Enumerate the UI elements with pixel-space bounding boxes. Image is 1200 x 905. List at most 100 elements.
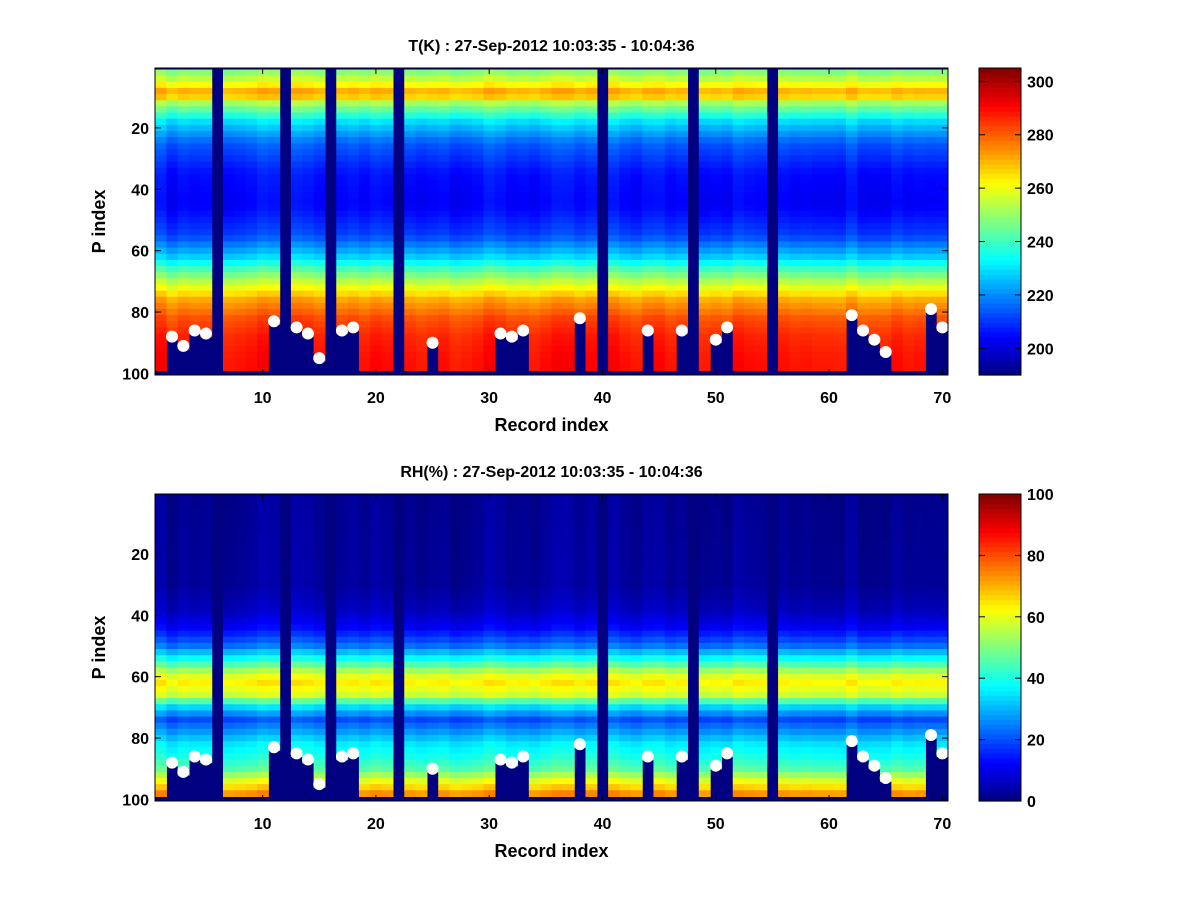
heatmap-cell <box>529 643 541 650</box>
heatmap-cell <box>812 82 824 89</box>
heatmap-cell <box>189 272 201 279</box>
heatmap-cell <box>223 272 235 279</box>
heatmap-cell <box>552 327 564 334</box>
heatmap-cell <box>563 278 575 285</box>
heatmap-cell <box>336 235 348 242</box>
heatmap-cell <box>416 704 428 711</box>
heatmap-cell <box>348 606 360 613</box>
heatmap-cell <box>608 137 620 144</box>
heatmap-cell <box>404 70 416 77</box>
heatmap-cell <box>416 211 428 218</box>
heatmap-cell <box>563 229 575 236</box>
heatmap-cell <box>778 143 790 150</box>
heatmap-cell <box>461 272 473 279</box>
heatmap-cell <box>234 606 246 613</box>
surface-marker <box>574 312 586 324</box>
heatmap-cell <box>608 94 620 101</box>
heatmap-cell <box>529 772 541 779</box>
heatmap-cell <box>291 496 303 503</box>
heatmap-cell <box>382 125 394 132</box>
heatmap-cell <box>925 235 937 242</box>
heatmap-cell <box>506 76 518 83</box>
heatmap-cell <box>733 156 745 163</box>
colorbar-segment <box>979 279 1021 284</box>
heatmap-cell <box>189 229 201 236</box>
heatmap-cell <box>744 162 756 169</box>
surface-marker <box>427 337 439 349</box>
heatmap-cell <box>404 321 416 328</box>
colorbar-segment <box>979 102 1021 107</box>
heatmap-cell <box>178 113 190 120</box>
heatmap-cell <box>903 70 915 77</box>
heatmap-cell <box>291 686 303 693</box>
heatmap-cell <box>540 106 552 113</box>
heatmap-cell <box>246 162 258 169</box>
heatmap-cell <box>246 526 258 533</box>
heatmap-cell <box>450 612 462 619</box>
heatmap-cell <box>857 278 869 285</box>
heatmap-cell <box>484 545 496 552</box>
heatmap-cell <box>744 309 756 316</box>
heatmap-cell <box>540 526 552 533</box>
heatmap-cell <box>166 168 178 175</box>
heatmap-cell <box>619 563 631 570</box>
heatmap-cell <box>427 260 439 267</box>
heatmap-cell <box>461 82 473 89</box>
heatmap-cell <box>529 297 541 304</box>
heatmap-cell <box>234 637 246 644</box>
heatmap-cell <box>314 612 326 619</box>
heatmap-cell <box>574 100 586 107</box>
heatmap-cell <box>733 180 745 187</box>
heatmap-cell <box>721 248 733 255</box>
heatmap-cell <box>574 217 586 224</box>
heatmap-cell <box>166 698 178 705</box>
heatmap-cell <box>608 735 620 742</box>
heatmap-cell <box>382 667 394 674</box>
heatmap-cell <box>268 70 280 77</box>
heatmap-cell <box>246 778 258 785</box>
heatmap-cell <box>438 162 450 169</box>
heatmap-cell <box>518 575 530 582</box>
heatmap-cell <box>585 82 597 89</box>
heatmap-cell <box>891 174 903 181</box>
heatmap-cell <box>200 539 212 546</box>
heatmap-cell <box>631 82 643 89</box>
heatmap-cell <box>529 168 541 175</box>
heatmap-cell <box>484 514 496 521</box>
heatmap-cell <box>552 588 564 595</box>
heatmap-cell <box>257 526 269 533</box>
heatmap-cell <box>359 588 371 595</box>
heatmap-cell <box>438 520 450 527</box>
heatmap-cell <box>291 710 303 717</box>
heatmap-cell <box>835 180 847 187</box>
heatmap-cell <box>234 631 246 638</box>
heatmap-cell <box>257 760 269 767</box>
heatmap-cell <box>155 260 167 267</box>
heatmap-cell <box>370 704 382 711</box>
heatmap-cell <box>563 94 575 101</box>
heatmap-cell <box>382 692 394 699</box>
heatmap-cell <box>518 211 530 218</box>
heatmap-cell <box>665 198 677 205</box>
heatmap-cell <box>495 94 507 101</box>
heatmap-cell <box>268 606 280 613</box>
heatmap-cell <box>234 278 246 285</box>
heatmap-cell <box>540 315 552 322</box>
heatmap-cell <box>676 180 688 187</box>
heatmap-cell <box>382 508 394 515</box>
heatmap-cell <box>484 119 496 126</box>
heatmap-cell <box>608 588 620 595</box>
heatmap-cell <box>631 364 643 371</box>
heatmap-cell <box>574 692 586 699</box>
heatmap-cell <box>755 205 767 212</box>
heatmap-cell <box>801 358 813 365</box>
heatmap-cell <box>789 254 801 261</box>
heatmap-cell <box>155 514 167 521</box>
heatmap-cell <box>223 346 235 353</box>
heatmap-cell <box>744 211 756 218</box>
heatmap-cell <box>846 303 858 310</box>
heatmap-cell <box>291 70 303 77</box>
heatmap-cell <box>619 637 631 644</box>
heatmap-cell <box>370 582 382 589</box>
heatmap-cell <box>370 186 382 193</box>
